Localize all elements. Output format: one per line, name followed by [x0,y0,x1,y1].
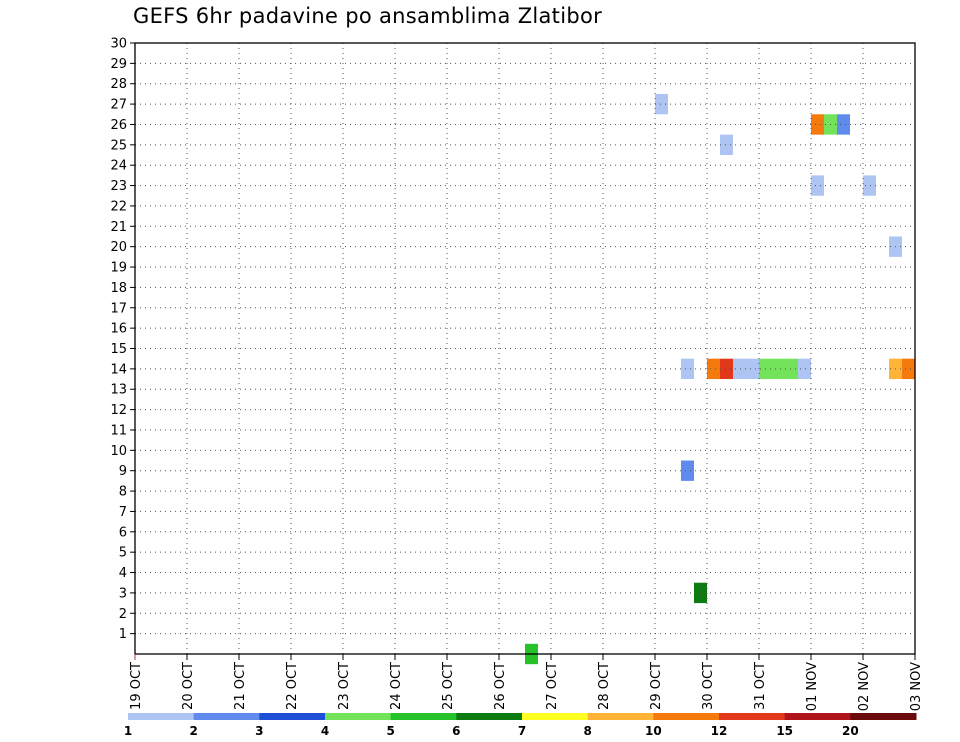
x-tick-label-9: 28 OCT [597,662,612,710]
x-tick-label-3: 22 OCT [285,662,300,710]
x-tick-label-10: 29 OCT [649,662,664,710]
colorbar-segment-1 [193,713,260,720]
data-cell-11 [772,358,785,380]
y-tick-label-22: 22 [110,199,127,214]
x-tick-label-2: 21 OCT [233,662,248,710]
colorbar-label-2: 3 [255,724,263,738]
data-cell-5 [707,358,720,380]
y-tick-label-8: 8 [119,485,127,500]
data-cell-14 [811,114,824,135]
y-tick-label-15: 15 [110,342,127,357]
x-tick-label-0: 19 OCT [129,662,144,710]
x-tick-label-15: 03 NOV [909,662,924,711]
y-tick-label-10: 10 [110,444,127,459]
colorbar-label-6: 7 [518,724,526,738]
data-cell-18 [863,175,876,196]
data-cell-7 [720,134,733,156]
colorbar-segment-6 [522,713,589,720]
colorbar-segment-9 [719,713,786,720]
y-tick-label-20: 20 [110,240,127,255]
colorbar-label-7: 8 [583,724,591,738]
colorbar-label-4: 5 [386,724,394,738]
colorbar-segment-3 [325,713,392,720]
y-tick-label-4: 4 [119,566,127,581]
colorbar-segment-10 [784,713,851,720]
chart-title: GEFS 6hr padavine po ansamblima Zlatibor [133,4,603,28]
y-tick-label-14: 14 [110,362,127,377]
colorbar-label-10: 15 [776,724,793,738]
x-tick-label-14: 02 NOV [857,662,872,711]
data-cell-21 [902,358,915,380]
y-tick-label-7: 7 [119,505,127,520]
data-cell-13 [798,358,811,380]
y-tick-label-1: 1 [119,627,127,642]
y-tick-label-23: 23 [110,179,127,194]
y-tick-label-12: 12 [110,403,127,418]
data-cell-2 [681,358,694,380]
colorbar-segment-8 [653,713,720,720]
y-tick-label-29: 29 [110,57,127,72]
x-tick-label-12: 31 OCT [753,662,768,710]
y-tick-label-13: 13 [110,383,127,398]
y-tick-label-9: 9 [119,464,127,479]
colorbar-segment-2 [259,713,326,720]
colorbar-label-3: 4 [321,724,329,738]
x-tick-label-5: 24 OCT [389,662,404,710]
colorbar-label-8: 10 [645,724,662,738]
y-tick-label-21: 21 [110,220,127,235]
colorbar-segment-0 [128,713,195,720]
data-cell-9 [746,358,759,380]
data-cell-3 [681,460,694,481]
data-cell-6 [720,358,733,380]
x-tick-label-11: 30 OCT [701,662,716,710]
colorbar-segment-7 [587,713,654,720]
y-tick-label-24: 24 [110,159,127,174]
y-tick-label-5: 5 [119,546,127,561]
x-tick-label-6: 25 OCT [441,662,456,710]
colorbar-segment-11 [850,713,917,720]
colorbar-label-1: 2 [189,724,197,738]
y-tick-label-16: 16 [110,322,127,337]
x-tick-label-7: 26 OCT [493,662,508,710]
y-tick-label-3: 3 [119,586,127,601]
data-cell-17 [837,114,850,135]
y-tick-label-28: 28 [110,77,127,92]
y-tick-label-17: 17 [110,301,127,316]
x-tick-label-13: 01 NOV [805,662,820,711]
x-tick-label-8: 27 OCT [545,662,560,710]
data-cell-8 [733,358,746,380]
y-tick-label-19: 19 [110,261,127,276]
data-cell-15 [811,175,824,196]
colorbar-label-11: 20 [842,724,859,738]
y-tick-label-27: 27 [110,98,127,113]
y-tick-label-18: 18 [110,281,127,296]
y-tick-label-25: 25 [110,138,127,153]
colorbar-label-9: 12 [711,724,728,738]
x-tick-label-4: 23 OCT [337,662,352,710]
y-tick-label-30: 30 [110,37,127,52]
y-tick-label-11: 11 [110,423,127,438]
colorbar-label-5: 6 [452,724,460,738]
colorbar-segment-4 [390,713,457,720]
colorbar-segment-5 [456,713,523,720]
x-tick-label-1: 20 OCT [181,662,196,710]
data-cell-1 [655,93,668,115]
grid-lines [135,43,915,654]
data-cell-12 [785,358,798,380]
colorbar-label-0: 1 [124,724,132,738]
y-tick-label-6: 6 [119,525,127,540]
y-tick-label-2: 2 [119,607,127,622]
y-tick-label-26: 26 [110,118,127,133]
